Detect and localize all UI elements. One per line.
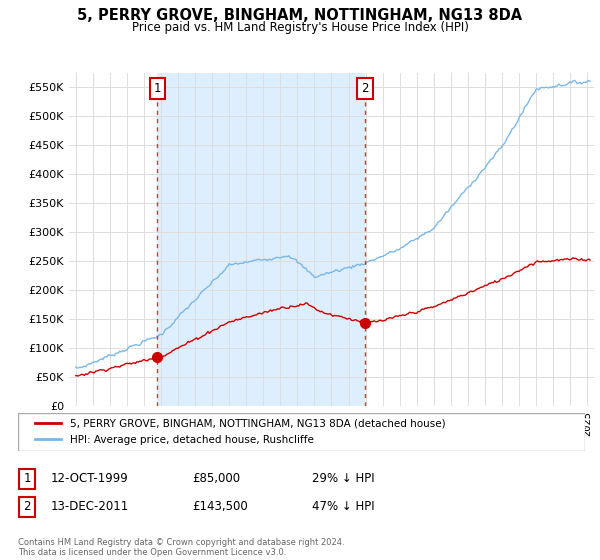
Text: 47% ↓ HPI: 47% ↓ HPI: [312, 500, 374, 514]
Legend: 5, PERRY GROVE, BINGHAM, NOTTINGHAM, NG13 8DA (detached house), HPI: Average pri: 5, PERRY GROVE, BINGHAM, NOTTINGHAM, NG1…: [29, 413, 451, 451]
Text: 2: 2: [361, 82, 368, 95]
Text: 29% ↓ HPI: 29% ↓ HPI: [312, 472, 374, 486]
Text: £143,500: £143,500: [192, 500, 248, 514]
Text: 1: 1: [154, 82, 161, 95]
Text: 5, PERRY GROVE, BINGHAM, NOTTINGHAM, NG13 8DA: 5, PERRY GROVE, BINGHAM, NOTTINGHAM, NG1…: [77, 8, 523, 24]
Text: 2: 2: [23, 500, 31, 514]
Text: 13-DEC-2011: 13-DEC-2011: [51, 500, 129, 514]
Text: £85,000: £85,000: [192, 472, 240, 486]
Text: Contains HM Land Registry data © Crown copyright and database right 2024.
This d: Contains HM Land Registry data © Crown c…: [18, 538, 344, 557]
Text: 1: 1: [23, 472, 31, 486]
Bar: [157, 73, 365, 406]
Text: 12-OCT-1999: 12-OCT-1999: [51, 472, 129, 486]
Text: Price paid vs. HM Land Registry's House Price Index (HPI): Price paid vs. HM Land Registry's House …: [131, 21, 469, 34]
